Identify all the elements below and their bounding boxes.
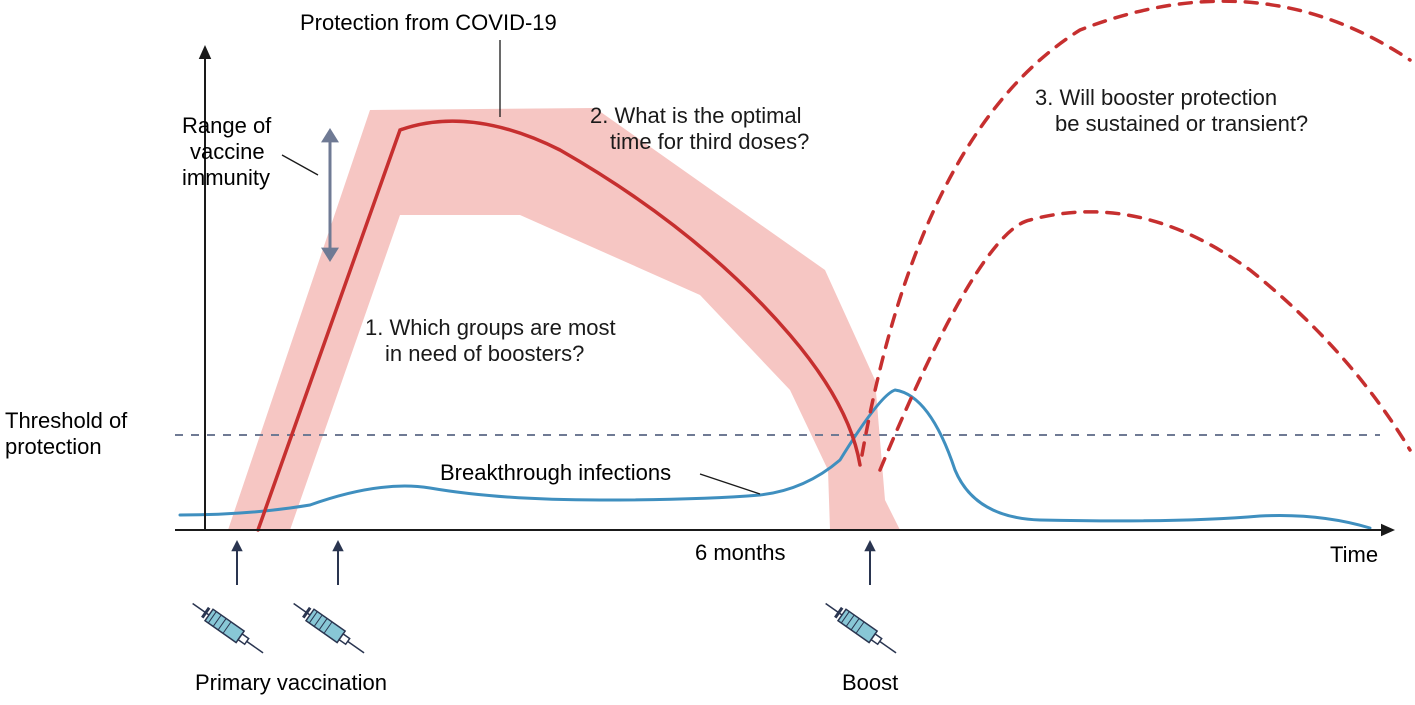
syringe-icon	[822, 598, 900, 659]
threshold-label-2: protection	[5, 434, 102, 459]
breakthrough-leader-line	[700, 474, 760, 494]
boost-label: Boost	[842, 670, 898, 695]
threshold-label: Threshold of	[5, 408, 128, 433]
range-leader-line	[282, 155, 318, 175]
question-3-line2: be sustained or transient?	[1055, 111, 1308, 136]
six-months-label: 6 months	[695, 540, 786, 565]
question-2-line2: time for third doses?	[610, 129, 809, 154]
range-label-1: Range of	[182, 113, 272, 138]
protection-label: Protection from COVID-19	[300, 10, 557, 35]
dose-arrowhead-2-icon	[332, 540, 343, 551]
y-axis-arrow-icon	[199, 45, 212, 59]
primary-vaccination-label: Primary vaccination	[195, 670, 387, 695]
range-arrow-up-icon	[321, 128, 339, 142]
x-axis-arrow-icon	[1381, 524, 1395, 537]
dose-arrowhead-1-icon	[231, 540, 242, 551]
breakthrough-label: Breakthrough infections	[440, 460, 671, 485]
x-axis-label: Time	[1330, 542, 1378, 567]
breakthrough-curve	[180, 390, 1370, 528]
booster-high-curve	[862, 1, 1410, 455]
question-1-line2: in need of boosters?	[385, 341, 584, 366]
booster-low-curve	[880, 212, 1410, 470]
syringe-icon	[189, 598, 267, 659]
range-label-3: immunity	[182, 165, 270, 190]
question-3-line1: 3. Will booster protection	[1035, 85, 1277, 110]
range-label-2: vaccine	[190, 139, 265, 164]
syringe-icon	[290, 598, 368, 659]
figure-root: Threshold ofprotection Time Range ofvaccin…	[0, 0, 1415, 700]
question-1-line1: 1. Which groups are most	[365, 315, 616, 340]
question-2-line1: 2. What is the optimal	[590, 103, 802, 128]
dose-arrowhead-3-icon	[864, 540, 875, 551]
